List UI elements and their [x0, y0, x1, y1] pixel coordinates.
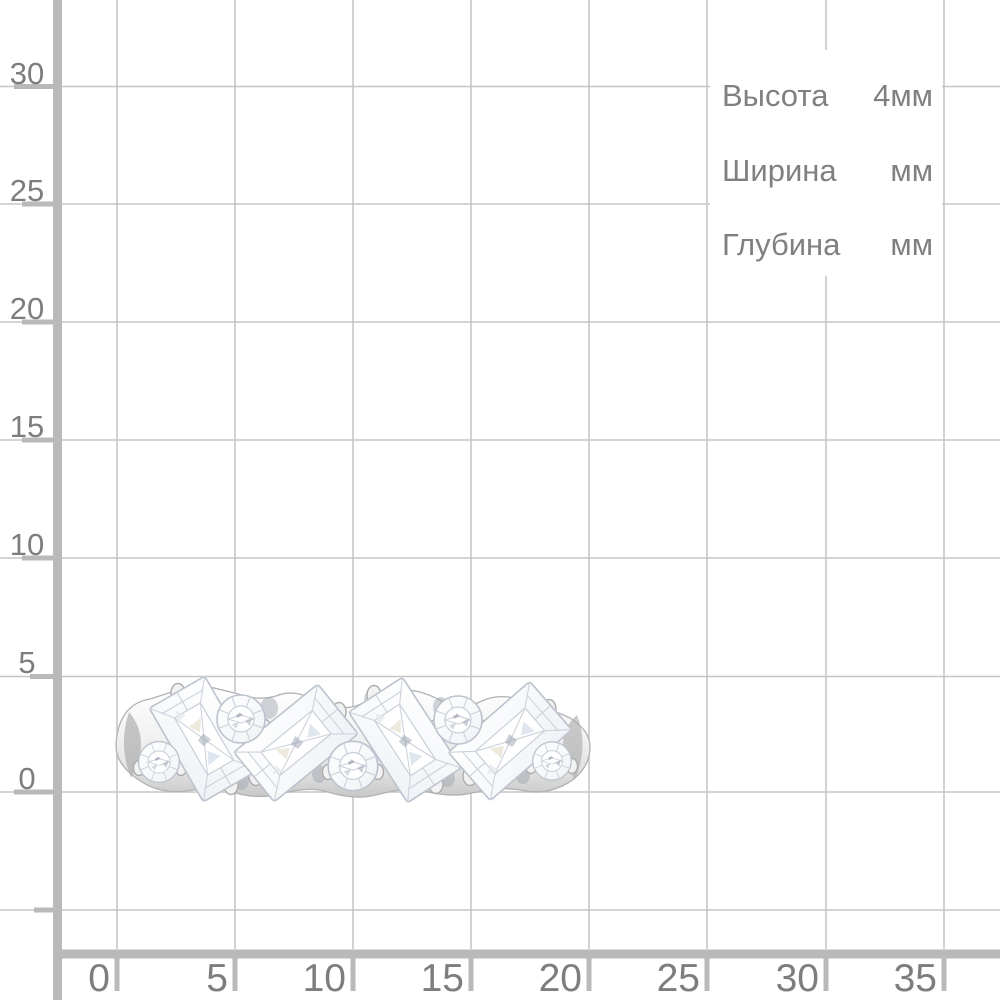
y-axis-label: 25: [10, 173, 44, 208]
round-stone: [433, 695, 483, 745]
x-axis-label: 25: [657, 957, 700, 1000]
x-axis-label: 20: [539, 957, 582, 1000]
y-axis-label: 5: [18, 645, 35, 680]
round-stone: [216, 694, 266, 744]
y-axis-ruler: [14, 0, 62, 1000]
product-photo-ring: [115, 675, 591, 804]
x-axis-ruler: [62, 949, 1000, 991]
round-stone: [532, 741, 572, 781]
x-axis-labels: 0 5 10 15 20 25 30 35: [88, 957, 937, 1000]
dimension-value-height: 4мм: [873, 78, 933, 113]
x-axis-label: 35: [894, 957, 937, 1000]
dimension-value-width: мм: [890, 153, 933, 188]
x-axis-label: 0: [88, 957, 110, 1000]
panel-background: [710, 50, 942, 276]
round-stone: [327, 740, 379, 792]
x-axis-label: 30: [776, 957, 819, 1000]
y-axis-label: 0: [18, 761, 35, 796]
dimension-value-depth: мм: [890, 227, 933, 262]
y-axis-labels: 30 25 20 15 10 5 0: [10, 56, 44, 796]
dimensions-panel: Высота 4мм Ширина мм Глубина мм: [710, 50, 942, 276]
y-axis-label: 15: [10, 409, 44, 444]
y-axis-label: 30: [10, 56, 44, 91]
dimension-label-height: Высота: [722, 78, 829, 113]
x-axis-label: 5: [206, 957, 228, 1000]
x-axis-label: 10: [303, 957, 346, 1000]
y-axis-label: 20: [10, 291, 44, 326]
round-stone: [137, 740, 181, 784]
x-axis-label: 15: [421, 957, 464, 1000]
dimension-label-depth: Глубина: [722, 227, 841, 262]
y-axis-label: 10: [10, 527, 44, 562]
dimension-label-width: Ширина: [722, 153, 837, 188]
